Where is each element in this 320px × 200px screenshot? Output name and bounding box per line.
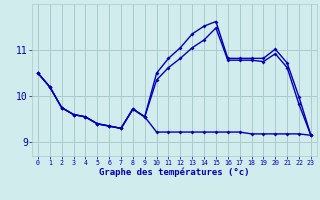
X-axis label: Graphe des températures (°c): Graphe des températures (°c) xyxy=(99,168,250,177)
